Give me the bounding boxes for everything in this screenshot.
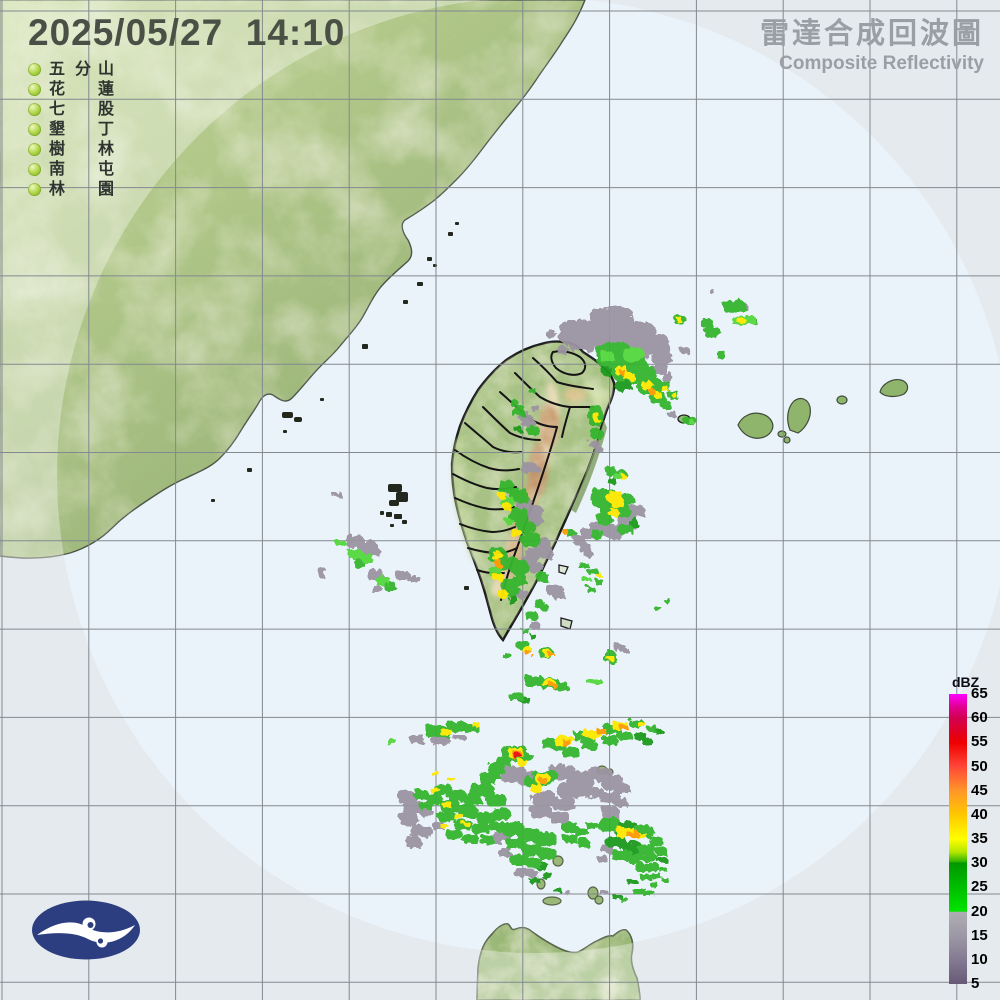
title-chinese: 雷達合成回波圖 bbox=[759, 18, 984, 50]
page-title: 雷達合成回波圖 Composite Reflectivity bbox=[760, 10, 984, 75]
dbz-tick-label: 60 bbox=[971, 709, 988, 727]
station-dot-icon bbox=[28, 83, 41, 96]
station-row: 樹林 bbox=[28, 140, 148, 160]
station-label: 林 bbox=[49, 181, 66, 198]
station-label: 七 bbox=[49, 101, 66, 118]
ryukyu-islands bbox=[737, 379, 909, 444]
dbz-tick-label: 50 bbox=[971, 757, 988, 775]
station-label: 股 bbox=[98, 101, 115, 118]
station-row: 五分山 bbox=[28, 60, 148, 80]
station-row: 花蓮 bbox=[28, 80, 148, 100]
small-islands bbox=[211, 222, 469, 590]
dbz-gradient-bar bbox=[949, 694, 967, 984]
station-label: 墾 bbox=[49, 121, 66, 138]
station-row: 七股 bbox=[28, 100, 148, 120]
station-dot-icon bbox=[28, 123, 41, 136]
station-row: 墾丁 bbox=[28, 120, 148, 140]
dbz-tick-label: 35 bbox=[971, 830, 988, 847]
station-dot-icon bbox=[28, 63, 41, 76]
dbz-tick-label: 30 bbox=[971, 854, 988, 872]
station-row: 南屯 bbox=[28, 160, 148, 180]
station-row: 林園 bbox=[28, 180, 148, 200]
dbz-tick-label: 65 bbox=[971, 685, 988, 702]
station-label: 丁 bbox=[98, 121, 115, 138]
observation-timestamp: 2025/05/27 14:10 bbox=[28, 12, 346, 53]
dbz-tick-label: 10 bbox=[971, 950, 988, 968]
dbz-unit-label: dBZ bbox=[952, 674, 980, 690]
station-dot-icon bbox=[28, 163, 41, 176]
station-dot-icon bbox=[28, 143, 41, 156]
cwb-logo bbox=[32, 900, 140, 960]
station-label: 林 bbox=[98, 141, 115, 158]
radar-echo-layer bbox=[317, 287, 756, 900]
station-label: 南 bbox=[49, 161, 66, 178]
station-label: 分 bbox=[75, 61, 92, 78]
station-dot-icon bbox=[28, 183, 41, 196]
dbz-tick-label: 45 bbox=[971, 781, 988, 799]
dbz-tick-label: 40 bbox=[971, 805, 988, 823]
dbz-tick-label: 55 bbox=[971, 733, 988, 751]
station-label: 五 bbox=[49, 61, 66, 78]
dbz-tick-label: 15 bbox=[971, 926, 988, 944]
station-label: 園 bbox=[98, 181, 115, 198]
station-label: 花 bbox=[49, 81, 66, 98]
dbz-tick-label: 5 bbox=[971, 975, 980, 992]
radar-station-legend: 五分山花蓮七股墾丁樹林南屯林園 bbox=[28, 60, 148, 200]
station-label: 山 bbox=[98, 61, 115, 78]
station-label: 屯 bbox=[98, 161, 115, 178]
station-dot-icon bbox=[28, 103, 41, 116]
station-label: 蓮 bbox=[98, 81, 115, 98]
dbz-tick-label: 20 bbox=[971, 902, 988, 920]
title-english: Composite Reflectivity bbox=[779, 53, 984, 74]
dbz-tick-label: 25 bbox=[971, 878, 988, 896]
station-label: 樹 bbox=[49, 141, 66, 158]
